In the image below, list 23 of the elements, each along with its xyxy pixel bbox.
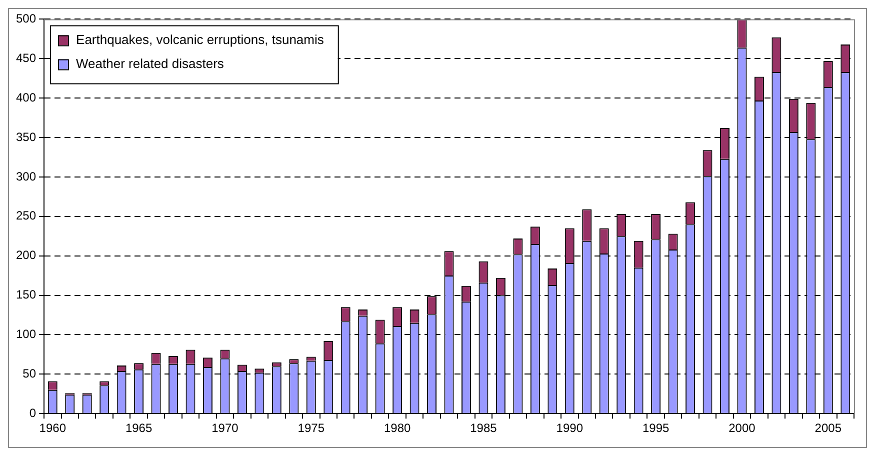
x-tick-label: 1995 (642, 421, 670, 436)
x-tick-label: 1970 (212, 421, 239, 436)
x-tick-label: 1990 (556, 421, 584, 436)
y-tick-label: 500 (16, 12, 36, 26)
y-tick-label: 200 (16, 248, 36, 262)
y-tick-label: 250 (16, 208, 36, 223)
x-tick-label: 2005 (814, 421, 842, 436)
legend-label: Earthquakes, volcanic erruptions, tsunamis (76, 32, 324, 47)
y-tick-label: 50 (22, 366, 36, 380)
x-tick-label: 1965 (125, 421, 152, 436)
y-tick-label: 450 (16, 50, 36, 65)
y-tick-label: 150 (16, 288, 36, 302)
x-tick-label: 1960 (39, 421, 66, 436)
x-tick-label: 1980 (384, 421, 411, 436)
y-tick-label: 300 (16, 169, 36, 184)
legend-label: Weather related disasters (76, 56, 224, 71)
y-tick-label: 0 (29, 406, 36, 420)
x-tick-label: 1975 (298, 421, 325, 436)
y-tick-label: 100 (16, 327, 36, 342)
x-tick-label: 2000 (728, 421, 756, 436)
y-tick-label: 400 (16, 90, 36, 104)
y-tick-label: 350 (16, 130, 36, 144)
x-tick-label: 1985 (470, 421, 498, 436)
